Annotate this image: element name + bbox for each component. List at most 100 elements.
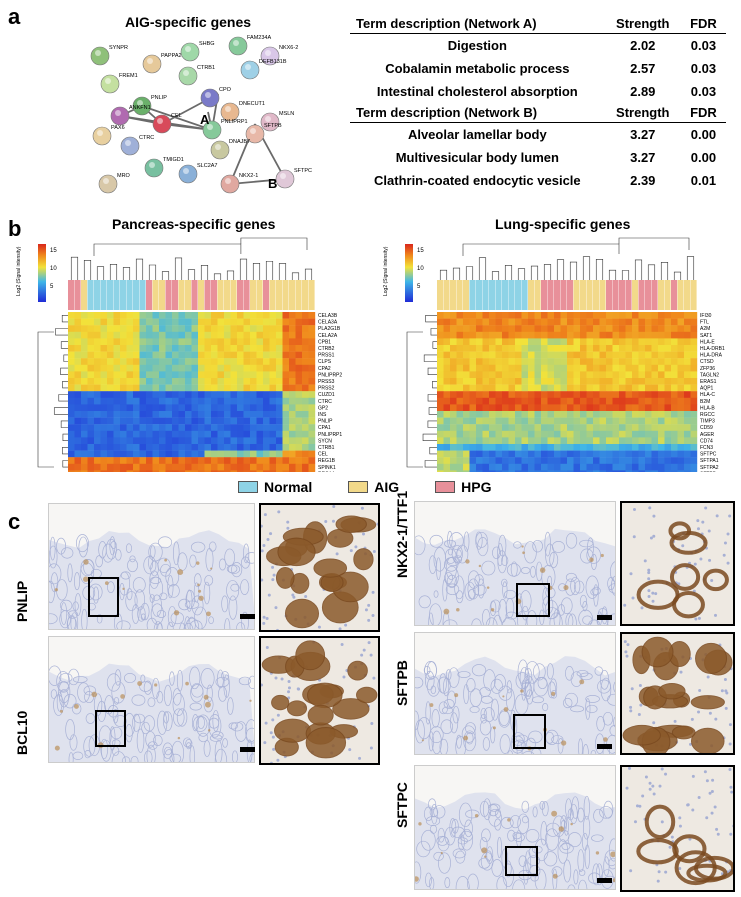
heatmap-cell [580, 457, 587, 464]
gland [141, 721, 150, 735]
heatmap-cell [133, 338, 140, 346]
heatmap-cell [230, 424, 238, 431]
heatmap-cell [282, 437, 290, 445]
heatmap-cell [534, 351, 542, 359]
node-highlight [245, 64, 251, 70]
gene-label: CELA3A [318, 320, 338, 326]
term-cell: Alveolar lamellar body [407, 127, 547, 142]
nucleus [697, 616, 701, 620]
gland [162, 742, 173, 759]
gland [95, 555, 103, 568]
heatmap-cell [276, 318, 283, 326]
heatmap-cell [502, 325, 509, 332]
gland [464, 819, 473, 838]
heatmap-cell [289, 457, 296, 464]
heatmap-cell [677, 457, 685, 464]
heatmap-cell [198, 444, 205, 451]
heatmap-cell [515, 411, 522, 418]
heatmap-cell [612, 378, 620, 385]
heatmap-cell [528, 331, 535, 339]
heatmap-cell [191, 450, 199, 458]
heatmap-cell [113, 463, 121, 471]
heatmap-cell [541, 345, 548, 352]
gland [611, 575, 615, 596]
gland [481, 560, 496, 576]
heatmap-cell [664, 391, 672, 398]
gland [415, 535, 426, 556]
heatmap-cell [528, 404, 535, 412]
heatmap-cell [81, 444, 88, 451]
gland [521, 605, 529, 621]
nucleus [263, 741, 267, 745]
heatmap-cell [198, 470, 205, 472]
heatmap-cell [593, 444, 600, 451]
heatmap-cell [276, 417, 283, 425]
heatmap-cell [502, 444, 509, 451]
heatmap-cell [133, 364, 140, 372]
heatmap-cell [619, 411, 626, 418]
gland [488, 804, 499, 817]
heatmap-cell [573, 391, 581, 398]
stain-spot [563, 584, 569, 591]
heatmap-cell [133, 345, 140, 352]
stain-spot [484, 855, 487, 858]
fdr-header: FDR [680, 14, 726, 34]
gland [249, 753, 254, 762]
heatmap-cell [521, 318, 529, 326]
heatmap-cell [211, 325, 218, 332]
heatmap-cell [282, 424, 290, 431]
dendrogram-branch [465, 266, 474, 280]
heatmap-cell [586, 371, 594, 379]
heatmap-cell [450, 424, 457, 431]
heatmap-cell [645, 318, 652, 326]
gland [557, 839, 569, 864]
heatmap-cell [107, 430, 114, 438]
heatmap-cell [237, 351, 244, 359]
gene-label: INS [318, 412, 327, 418]
heatmap-cell [302, 457, 309, 464]
heatmap-cell [289, 338, 296, 346]
sample-group-bar [302, 280, 309, 310]
nucleus [269, 731, 273, 735]
heatmap-cell [159, 338, 166, 346]
stain-spot [463, 735, 469, 741]
heatmap-cell [165, 417, 173, 425]
nucleus [726, 532, 730, 536]
dendrogram-branch [63, 354, 68, 362]
heatmap-cell [508, 397, 516, 405]
heatmap-cell [230, 364, 238, 372]
heatmap-cell [456, 411, 464, 418]
gland [163, 749, 175, 762]
heatmap-cell [645, 378, 652, 385]
heatmap-cell [185, 397, 192, 405]
heatmap-cell [256, 463, 264, 471]
heatmap-cell [534, 312, 542, 319]
heatmap-cell [482, 424, 490, 431]
heatmap-cell [126, 345, 134, 352]
gland [228, 722, 238, 730]
heatmap-cell [664, 450, 672, 458]
heatmap-cell [191, 470, 199, 472]
gland [160, 563, 172, 577]
nucleus [723, 541, 727, 545]
heatmap-cell [684, 424, 691, 431]
heatmap-cell [645, 430, 652, 438]
nucleus [286, 520, 290, 524]
heatmap-cell [204, 378, 212, 385]
gland [607, 613, 615, 625]
heatmap-cell [593, 384, 600, 392]
gland [176, 708, 188, 727]
gland [151, 677, 160, 699]
dendrogram-branch [109, 264, 118, 280]
gland [449, 712, 459, 734]
heatmap-cell [586, 364, 594, 372]
table-row: Clathrin-coated endocytic vesicle 2.39 0.0… [350, 169, 726, 192]
heatmap-cell [165, 371, 173, 379]
heatmap-cell [573, 371, 581, 379]
nucleus [713, 805, 717, 809]
gland [429, 726, 444, 743]
heatmap-cell [625, 430, 633, 438]
heatmap-cell [289, 404, 296, 412]
heatmap-cell [677, 338, 685, 346]
gland [230, 721, 244, 732]
